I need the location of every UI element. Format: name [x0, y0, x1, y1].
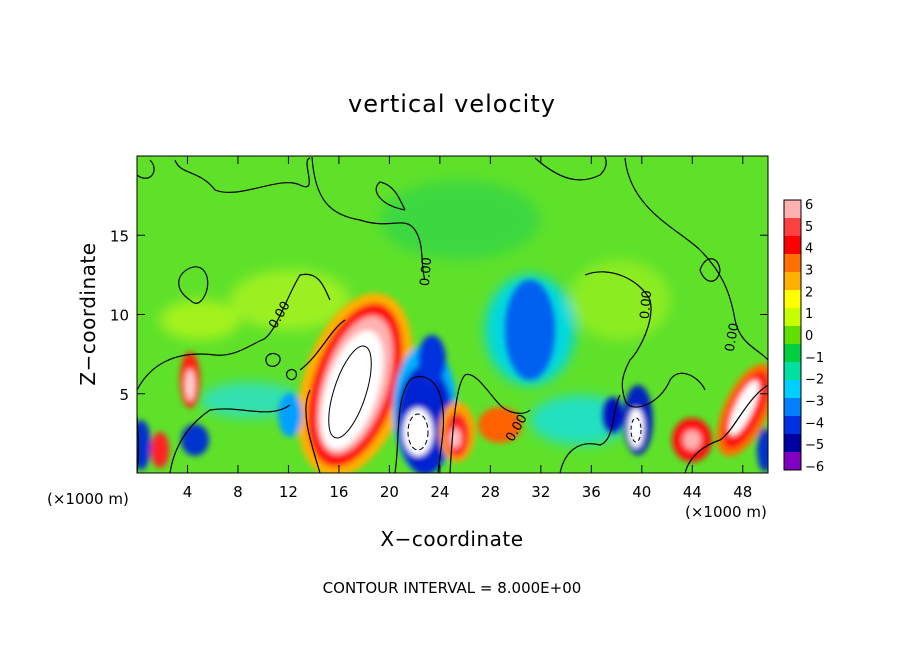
x-tick-label: 20	[380, 483, 399, 501]
blob-green-light	[230, 270, 350, 330]
x-tick-label: 12	[279, 483, 298, 501]
x-tick-label: 36	[582, 483, 601, 501]
zero-contour-line	[265, 352, 281, 367]
colorbar-tick-label: 0	[805, 329, 813, 344]
colorbar-tick-label: 2	[805, 285, 813, 300]
colorbar-tick-label: −4	[805, 416, 824, 431]
blob-green-light	[160, 300, 240, 340]
y-axis: 5 10 15	[110, 227, 768, 404]
zero-contour-line	[178, 266, 209, 304]
zero-contour-line	[624, 157, 768, 361]
zero-contour-line	[584, 271, 706, 408]
x-tick-label: 48	[733, 483, 752, 501]
zero-contour-line	[311, 156, 426, 281]
colorbar-swatch	[784, 200, 801, 219]
colorbar-tick-label: −6	[805, 460, 824, 475]
blob-green-light	[570, 260, 670, 340]
blob-green-dark	[380, 180, 540, 260]
x-axis: 4 8 12 16 20 24 28 32 36 40 44 48	[183, 156, 752, 501]
zero-contour-line	[449, 373, 531, 473]
colorbar-tick-label: −1	[805, 351, 824, 366]
colorbar-swatch	[784, 380, 801, 399]
updraft-pink	[683, 430, 701, 450]
colorbar-swatch	[784, 434, 801, 453]
colorbar-swatch	[784, 272, 801, 291]
downdraft-blue	[757, 428, 768, 472]
x-axis-label: X−coordinate	[380, 527, 523, 551]
contour-label: 0.00	[418, 257, 435, 287]
colorbar-tick-label: −5	[805, 438, 824, 453]
updraft-core-white	[320, 330, 384, 450]
y-tick-label: 15	[110, 227, 129, 245]
zero-contour-line	[169, 404, 291, 473]
contour-interval-footer: CONTOUR INTERVAL = 8.000E+00	[323, 579, 582, 597]
x-tick-label: 4	[183, 483, 193, 501]
downdraft-cyan	[278, 393, 302, 437]
chart-title: vertical velocity	[348, 90, 556, 118]
colorbar-tick-label: 1	[805, 307, 813, 322]
downdraft-blue	[505, 280, 555, 380]
colorbar-tick-label: 4	[805, 242, 813, 257]
positive-contour	[328, 345, 372, 439]
downdraft-core-white	[628, 408, 644, 448]
x-tick-label: 16	[329, 483, 348, 501]
downdraft-blue	[603, 397, 623, 433]
zero-contour-line	[559, 394, 621, 473]
updraft-orange	[478, 407, 522, 443]
colorbar-tick-label: 5	[805, 220, 813, 235]
x-tick-label: 8	[233, 483, 243, 501]
zero-contour-line	[375, 181, 406, 211]
updraft-pink	[185, 369, 195, 401]
x-unit-left: (×1000 m)	[47, 490, 129, 508]
colorbar-tick-label: −2	[805, 373, 824, 388]
zero-contour-line	[534, 156, 607, 181]
colorbar-swatch	[784, 236, 801, 255]
zero-contour-line	[699, 258, 721, 282]
y-tick-label: 10	[110, 307, 129, 325]
colorbar-frame	[783, 199, 802, 471]
colorbar-swatch	[784, 398, 801, 417]
downdraft-blue	[418, 335, 446, 385]
contour-label: 0.00	[723, 322, 743, 353]
negative-contour	[630, 417, 642, 443]
x-tick-label: 44	[683, 483, 702, 501]
negative-contour	[407, 413, 429, 451]
zero-contour-line	[684, 384, 768, 473]
zero-contour-line	[394, 375, 445, 473]
colorbar-swatch	[784, 362, 801, 381]
contour-label: 0.00	[638, 290, 655, 320]
colorbar-swatch	[784, 344, 801, 363]
colorbar-tick-label: −3	[805, 395, 824, 410]
colorbar-swatch	[784, 290, 801, 309]
zero-contour-line	[299, 319, 346, 473]
y-axis-label: Z−coordinate	[76, 242, 100, 385]
colorbar-swatch	[784, 254, 801, 273]
zero-contour-line	[137, 157, 311, 193]
x-unit-right: (×1000 m)	[685, 503, 767, 521]
zero-contours	[137, 156, 768, 473]
downdraft-blue	[137, 420, 151, 470]
downdraft-blue	[181, 424, 209, 456]
colorbar-swatch	[784, 218, 801, 237]
updraft-pink	[449, 428, 461, 448]
zero-contour-line	[137, 273, 331, 391]
zero-contour-line	[285, 368, 297, 381]
colorbar-tick-label: 6	[805, 198, 813, 213]
colorbar-swatch	[784, 326, 801, 345]
colorbar-swatch	[784, 452, 801, 471]
x-tick-label: 28	[481, 483, 500, 501]
updraft-red	[151, 432, 169, 468]
x-tick-label: 40	[632, 483, 651, 501]
colorbar-tick-label: 3	[805, 264, 813, 279]
colorbar: 6 5 4 3 2 1 0 −1 −2 −3 −4 −5 −6	[783, 198, 824, 475]
colorbar-swatch	[784, 416, 801, 435]
heatmap-field	[137, 156, 768, 473]
x-tick-label: 32	[531, 483, 550, 501]
x-tick-label: 24	[430, 483, 449, 501]
colorbar-swatch	[784, 308, 801, 327]
y-tick-label: 5	[119, 386, 129, 404]
